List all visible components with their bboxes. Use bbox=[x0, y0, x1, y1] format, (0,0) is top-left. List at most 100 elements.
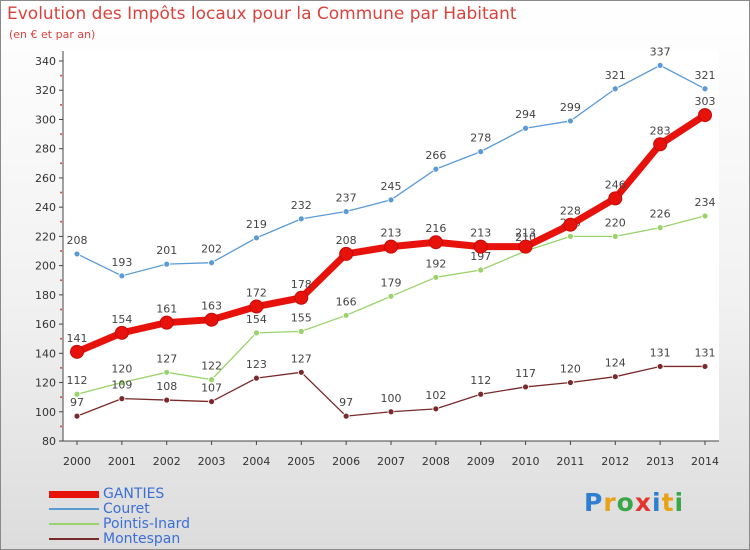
y-tick-label: 240 bbox=[35, 201, 56, 214]
legend-swatch-montespan bbox=[49, 538, 99, 540]
data-point-ganties bbox=[159, 315, 174, 330]
data-point-pointis-inard bbox=[118, 379, 126, 386]
data-point-montespan bbox=[701, 363, 709, 370]
legend-label-montespan: Montespan bbox=[103, 531, 181, 547]
data-point-pointis-inard bbox=[432, 273, 440, 281]
data-label-pointis-inard: 220 bbox=[605, 216, 626, 229]
y-tick-label: 280 bbox=[35, 143, 56, 156]
data-point-ganties bbox=[249, 299, 264, 314]
logo-letter: t bbox=[661, 488, 675, 517]
data-label-pointis-inard: 234 bbox=[695, 196, 716, 209]
y-minor-tick bbox=[60, 103, 62, 106]
y-minor-tick bbox=[60, 425, 62, 428]
data-label-pointis-inard: 127 bbox=[156, 352, 177, 365]
x-tick-label: 2005 bbox=[287, 455, 315, 468]
data-label-montespan: 107 bbox=[201, 382, 222, 395]
data-point-couret bbox=[342, 208, 350, 215]
data-point-ganties bbox=[653, 137, 668, 152]
legend-item-montespan: Montespan bbox=[49, 531, 181, 547]
data-label-couret: 232 bbox=[291, 199, 312, 212]
data-point-montespan bbox=[656, 363, 664, 370]
y-tick-label: 200 bbox=[35, 260, 56, 273]
data-label-montespan: 102 bbox=[425, 389, 446, 402]
data-label-pointis-inard: 179 bbox=[381, 276, 402, 289]
y-tick-label: 260 bbox=[35, 172, 56, 185]
y-tick-label: 120 bbox=[35, 377, 56, 390]
data-label-montespan: 131 bbox=[695, 346, 716, 359]
legend-item-ganties: GANTIES bbox=[49, 487, 164, 501]
data-point-couret bbox=[701, 85, 709, 93]
data-point-montespan bbox=[253, 374, 260, 382]
x-tick-label: 2007 bbox=[377, 455, 405, 468]
chart-subtitle: (en € et par an) bbox=[9, 28, 96, 41]
data-point-ganties bbox=[473, 239, 488, 254]
y-tick-label: 180 bbox=[35, 289, 56, 302]
y-minor-tick bbox=[60, 279, 62, 282]
data-point-pointis-inard bbox=[477, 266, 485, 274]
data-label-pointis-inard: 226 bbox=[650, 208, 671, 221]
data-point-couret bbox=[387, 196, 395, 204]
data-point-pointis-inard bbox=[253, 329, 260, 337]
y-minor-tick bbox=[60, 191, 62, 194]
data-point-ganties bbox=[608, 191, 623, 206]
data-point-couret bbox=[163, 260, 171, 268]
data-label-ganties: 213 bbox=[515, 227, 536, 240]
data-label-montespan: 108 bbox=[156, 380, 177, 393]
data-label-ganties: 213 bbox=[470, 227, 491, 240]
x-tick-label: 2003 bbox=[198, 455, 226, 468]
data-point-pointis-inard bbox=[701, 212, 709, 220]
data-label-montespan: 117 bbox=[515, 367, 536, 380]
data-label-couret: 278 bbox=[470, 132, 491, 145]
data-point-ganties bbox=[294, 290, 309, 305]
data-point-ganties bbox=[70, 344, 84, 359]
data-point-couret bbox=[656, 61, 664, 69]
data-label-couret: 208 bbox=[67, 234, 88, 247]
data-point-montespan bbox=[611, 373, 619, 381]
y-minor-tick bbox=[60, 366, 62, 369]
y-minor-tick bbox=[60, 74, 62, 77]
data-label-montespan: 127 bbox=[291, 352, 312, 365]
data-point-montespan bbox=[297, 368, 305, 376]
y-tick-label: 220 bbox=[35, 230, 56, 243]
data-label-couret: 321 bbox=[605, 69, 626, 82]
chart-title: Evolution des Impôts locaux pour la Comm… bbox=[7, 4, 517, 24]
data-label-couret: 245 bbox=[381, 180, 402, 193]
data-point-ganties bbox=[563, 217, 578, 232]
data-point-montespan bbox=[387, 408, 395, 416]
data-point-montespan bbox=[208, 398, 215, 405]
x-tick-label: 2006 bbox=[332, 455, 360, 468]
y-minor-tick bbox=[60, 396, 62, 399]
data-label-pointis-inard: 122 bbox=[201, 360, 222, 373]
x-tick-label: 2008 bbox=[422, 455, 450, 468]
y-minor-tick bbox=[60, 337, 62, 340]
data-point-montespan bbox=[73, 412, 81, 420]
data-point-ganties bbox=[698, 108, 712, 123]
data-label-pointis-inard: 112 bbox=[67, 374, 88, 387]
logo-letter: P bbox=[584, 488, 604, 517]
data-point-couret bbox=[611, 85, 619, 93]
data-point-ganties bbox=[384, 239, 398, 254]
data-point-pointis-inard bbox=[342, 311, 350, 319]
data-label-montespan: 120 bbox=[560, 363, 581, 376]
logo-letter: o bbox=[616, 488, 635, 517]
y-tick-label: 160 bbox=[35, 318, 56, 331]
data-point-couret bbox=[432, 165, 440, 173]
data-label-ganties: 172 bbox=[246, 287, 267, 300]
data-label-couret: 237 bbox=[336, 192, 357, 205]
y-tick-label: 100 bbox=[35, 406, 56, 419]
data-point-couret bbox=[567, 117, 574, 125]
data-point-montespan bbox=[342, 412, 350, 420]
data-point-pointis-inard bbox=[656, 224, 664, 232]
data-label-montespan: 124 bbox=[605, 357, 626, 370]
data-label-pointis-inard: 192 bbox=[425, 257, 446, 270]
data-point-montespan bbox=[163, 396, 171, 404]
data-point-pointis-inard bbox=[73, 390, 81, 398]
data-point-montespan bbox=[477, 390, 485, 398]
data-point-pointis-inard bbox=[297, 327, 305, 335]
y-tick-label: 320 bbox=[35, 84, 56, 97]
x-tick-label: 2010 bbox=[512, 455, 540, 468]
data-label-couret: 266 bbox=[425, 149, 446, 162]
proxiti-logo: Proxiti bbox=[584, 488, 684, 517]
